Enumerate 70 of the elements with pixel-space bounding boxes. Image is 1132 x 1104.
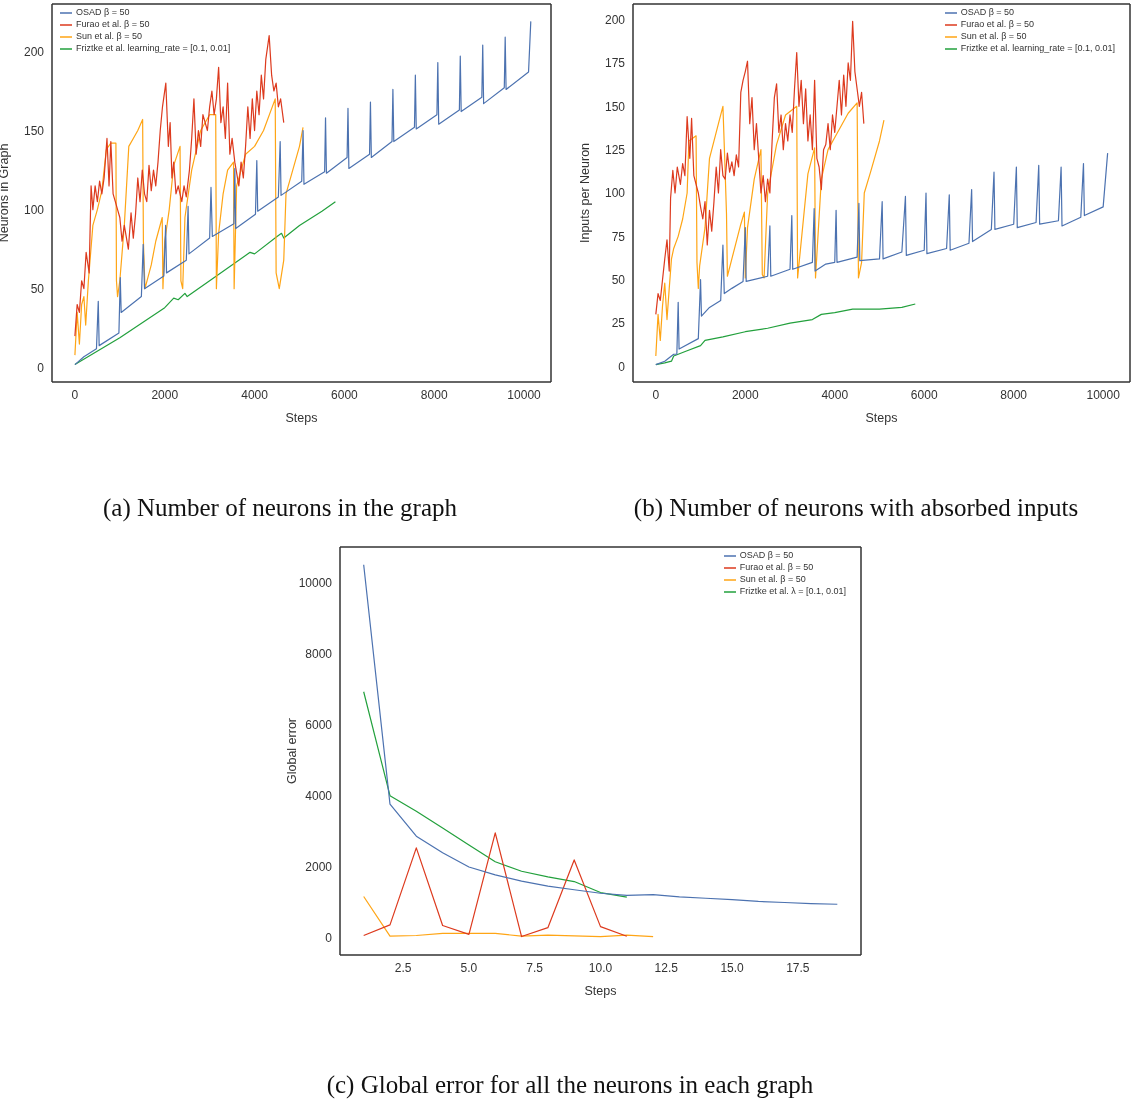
y-tick-label: 50	[611, 272, 626, 287]
x-tick-label: 2.5	[394, 960, 412, 975]
legend-label: Friztke et al. λ = [0.1, 0.01]	[739, 586, 846, 597]
y-tick-label: 4000	[305, 788, 333, 803]
y-tick-label: 0	[618, 359, 626, 374]
y-tick-label: 150	[23, 123, 45, 138]
line-series	[655, 152, 1109, 366]
legend-label: Furao et al. β = 50	[739, 562, 814, 573]
y-tick-label: 75	[611, 229, 626, 244]
y-tick-label: 0	[37, 361, 45, 376]
y-tick-label: 6000	[305, 717, 333, 732]
x-axis-title: Steps	[285, 411, 318, 425]
x-tick-label: 0	[71, 387, 79, 402]
y-axis-title: Inputs per Neuron	[578, 142, 593, 244]
x-tick-label: 5.0	[460, 960, 478, 975]
line-series	[655, 303, 916, 366]
y-tick-label: 200	[23, 44, 45, 59]
x-tick-label: 4000	[241, 387, 269, 402]
legend-label: Furao et al. β = 50	[960, 19, 1035, 30]
text: (a) Number of neurons in the graph	[101, 494, 459, 522]
y-tick-label: 10000	[298, 575, 333, 590]
y-tick-label: 100	[23, 202, 45, 217]
text: (b) Number of neurons with absorbed inputs	[632, 494, 1080, 522]
x-tick-label: 10000	[1086, 387, 1121, 402]
y-tick-label: 50	[30, 281, 45, 296]
x-tick-label: 2000	[151, 387, 179, 402]
x-tick-label: 10.0	[588, 960, 613, 975]
line-series	[74, 98, 304, 356]
x-tick-label: 15.0	[720, 960, 745, 975]
legend-label: Sun et al. β = 50	[76, 31, 142, 42]
x-tick-label: 2000	[731, 387, 759, 402]
legend-label: OSAD β = 50	[960, 7, 1015, 18]
y-tick-label: 150	[604, 99, 626, 114]
y-tick-label: 200	[604, 12, 626, 27]
legend-label: OSAD β = 50	[76, 7, 130, 18]
x-axis-title: Steps	[865, 411, 898, 425]
legend-label: Friztke et al. learning_rate = [0.1, 0.01]	[76, 43, 231, 54]
x-axis-title: Steps	[584, 984, 617, 998]
y-axis-title: Global error	[285, 718, 300, 784]
line-series	[363, 895, 654, 938]
legend-label: Friztke et al. learning_rate = [0.1, 0.01]	[960, 43, 1115, 54]
y-tick-label: 175	[604, 56, 626, 71]
x-tick-label: 0	[652, 387, 660, 402]
legend-label: OSAD β = 50	[739, 550, 794, 561]
x-tick-label: 8000	[420, 387, 448, 402]
x-tick-label: 7.5	[526, 960, 544, 975]
line-series	[74, 201, 337, 366]
line-series	[363, 832, 628, 938]
x-tick-label: 8000	[1000, 387, 1028, 402]
x-tick-label: 6000	[331, 387, 359, 402]
line-series	[655, 102, 885, 357]
y-tick-label: 0	[325, 930, 333, 945]
y-tick-label: 2000	[305, 859, 333, 874]
x-tick-label: 6000	[910, 387, 938, 402]
legend-label: Sun et al. β = 50	[739, 574, 806, 585]
line-series	[363, 691, 628, 898]
x-tick-label: 12.5	[654, 960, 679, 975]
y-tick-label: 100	[604, 186, 626, 201]
y-tick-label: 8000	[305, 646, 333, 661]
x-tick-label: 10000	[507, 387, 542, 402]
x-tick-label: 4000	[821, 387, 849, 402]
y-tick-label: 125	[604, 142, 626, 157]
y-tick-label: 25	[611, 316, 626, 331]
y-axis-title: Neurons in Graph	[0, 143, 12, 243]
legend-label: Furao et al. β = 50	[76, 19, 150, 30]
line-series	[74, 20, 532, 366]
legend-label: Sun et al. β = 50	[960, 31, 1027, 42]
x-tick-label: 17.5	[786, 960, 810, 975]
line-series	[655, 20, 865, 315]
text: (c) Global error for all the neurons in each graph	[325, 1071, 815, 1099]
